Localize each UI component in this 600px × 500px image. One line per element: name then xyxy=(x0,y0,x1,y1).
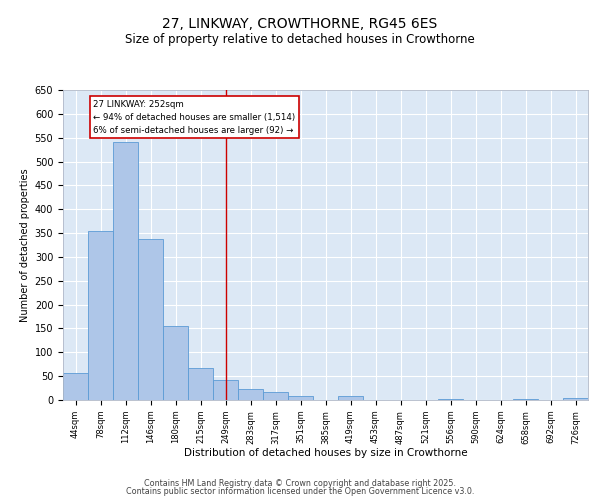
Text: Size of property relative to detached houses in Crowthorne: Size of property relative to detached ho… xyxy=(125,34,475,46)
Bar xyxy=(288,396,313,400)
Bar xyxy=(438,398,463,400)
Text: Contains public sector information licensed under the Open Government Licence v3: Contains public sector information licen… xyxy=(126,487,474,496)
Bar xyxy=(63,373,88,400)
Bar xyxy=(238,389,263,400)
Text: 27 LINKWAY: 252sqm
← 94% of detached houses are smaller (1,514)
6% of semi-detac: 27 LINKWAY: 252sqm ← 94% of detached hou… xyxy=(93,100,295,135)
Bar xyxy=(213,380,238,400)
Bar xyxy=(263,392,288,400)
Text: Contains HM Land Registry data © Crown copyright and database right 2025.: Contains HM Land Registry data © Crown c… xyxy=(144,478,456,488)
Bar xyxy=(513,398,538,400)
Y-axis label: Number of detached properties: Number of detached properties xyxy=(20,168,31,322)
Bar xyxy=(88,230,113,400)
Bar xyxy=(113,142,138,400)
Bar xyxy=(338,396,363,400)
Bar xyxy=(163,326,188,400)
Bar xyxy=(188,368,213,400)
X-axis label: Distribution of detached houses by size in Crowthorne: Distribution of detached houses by size … xyxy=(184,448,467,458)
Bar xyxy=(563,398,588,400)
Bar xyxy=(138,240,163,400)
Text: 27, LINKWAY, CROWTHORNE, RG45 6ES: 27, LINKWAY, CROWTHORNE, RG45 6ES xyxy=(163,18,437,32)
